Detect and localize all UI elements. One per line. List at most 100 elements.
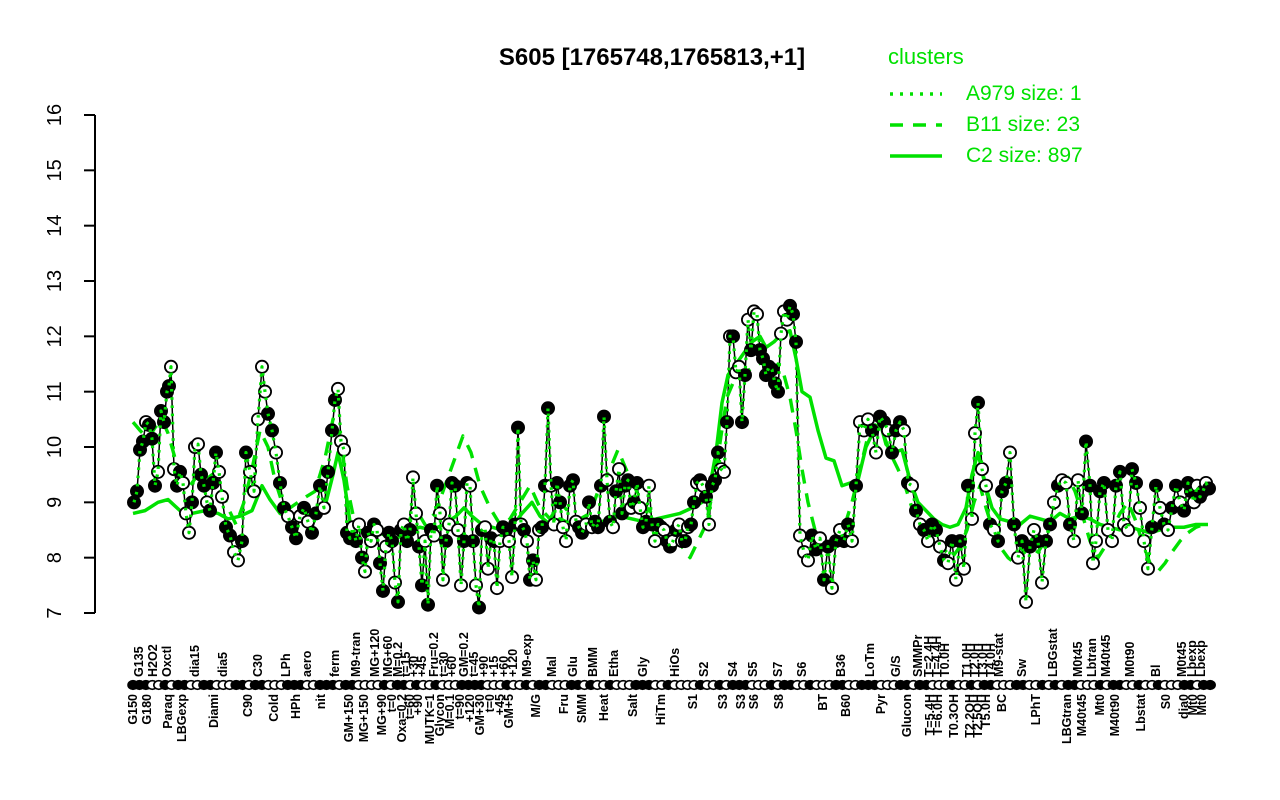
x-condition-label-top: aero	[300, 650, 314, 677]
data-point-filled	[597, 409, 612, 424]
x-condition-label-top: S2	[697, 662, 711, 677]
x-condition-label-top: Bl	[1149, 665, 1163, 678]
x-condition-label-bottom: Paraq	[161, 694, 175, 729]
data-point-open	[1137, 534, 1152, 549]
data-point-filled	[1202, 481, 1217, 496]
x-condition-label-top: M9-tran	[349, 632, 363, 677]
x-condition-label-top: MG+60	[381, 636, 395, 677]
data-point-filled	[1007, 517, 1022, 532]
data-point-filled	[929, 523, 944, 538]
data-point-open	[750, 307, 765, 322]
x-condition-label-top: t=45	[467, 652, 481, 677]
x-condition-label-top: Sw	[1015, 659, 1029, 677]
data-point-open	[905, 478, 920, 493]
data-point-open	[1067, 534, 1082, 549]
y-tick-label: 8	[44, 552, 66, 563]
x-condition-label-bottom: Mt0	[1195, 694, 1209, 716]
data-point-open	[453, 578, 468, 593]
x-condition-label-top: T0.0H	[938, 643, 952, 677]
x-condition-label-top: G/S	[889, 655, 903, 677]
data-point-filled	[1109, 478, 1124, 493]
x-condition-label-top: S7	[771, 662, 785, 677]
x-condition-label-top: S5	[746, 662, 760, 677]
data-point-filled	[971, 395, 986, 410]
x-condition-label-bottom: S3	[734, 694, 748, 709]
x-condition-label-top: T4.0H	[984, 643, 998, 677]
data-point-filled	[320, 464, 335, 479]
x-condition-label-bottom: t=0	[385, 694, 399, 712]
x-condition-label-top: dia5	[216, 652, 230, 677]
x-condition-label-top: M9-stat	[992, 632, 1006, 677]
data-point-filled	[789, 334, 804, 349]
x-condition-label-bottom: Heat	[597, 693, 611, 721]
data-point-open	[214, 489, 229, 504]
data-point-open	[369, 523, 384, 538]
y-tick-label: 11	[44, 381, 66, 402]
data-point-open	[612, 462, 627, 477]
x-condition-label-top: M40t45	[1099, 635, 1113, 677]
x-condition-label-bottom: BT	[816, 694, 830, 711]
x-condition-label-top: +15	[487, 656, 501, 677]
data-point-open	[268, 445, 283, 460]
data-point-open	[230, 553, 245, 568]
data-point-filled	[129, 484, 144, 499]
legend-entry-b11: B11 size: 23	[888, 109, 1083, 140]
data-point-filled	[234, 534, 249, 549]
data-point-filled	[1075, 506, 1090, 521]
x-condition-label-bottom: HPh	[289, 694, 303, 719]
cluster-line-a979-dotted	[132, 304, 1211, 610]
x-condition-label-bottom: dia0	[1177, 694, 1191, 719]
x-condition-label-bottom: GM+150	[342, 694, 356, 742]
y-tick-label: 14	[44, 215, 66, 237]
x-condition-label-top: G135	[132, 646, 146, 677]
x-condition-label-top: ferm	[328, 650, 342, 677]
x-condition-label-bottom: MUTK=1	[423, 694, 437, 744]
x-condition-label-top: dia15	[188, 645, 202, 677]
x-condition-label-bottom: S8	[772, 694, 786, 709]
y-tick-label: 12	[44, 325, 66, 347]
x-condition-label-bottom: MG+90	[375, 694, 389, 735]
plot-title: S605 [1765748,1765813,+1]	[498, 44, 806, 71]
x-condition-label-bottom: BC	[995, 694, 1009, 712]
data-point-open	[642, 478, 657, 493]
x-condition-label-bottom: Pyr	[874, 694, 888, 714]
x-condition-label-top: +90	[477, 656, 491, 677]
x-condition-label-bottom: +120	[463, 694, 477, 722]
data-point-filled	[288, 531, 303, 546]
data-point-open	[336, 442, 351, 457]
data-point-filled	[687, 495, 702, 510]
x-condition-label-top: +45	[415, 656, 429, 677]
data-point-filled	[735, 415, 750, 430]
data-point-filled	[1177, 503, 1192, 518]
x-condition-label-bottom: Oxa=0.2	[395, 694, 409, 742]
x-condition-label-bottom: GM+30	[473, 694, 487, 735]
x-condition-label-top: H2O2	[146, 644, 160, 677]
data-point-open	[1035, 575, 1050, 590]
data-point-filled	[720, 415, 735, 430]
x-condition-label-top: Etha	[607, 649, 621, 677]
x-condition-label-top: M0t45	[1175, 642, 1189, 677]
x-condition-label-top: S4	[726, 662, 740, 677]
x-condition-label-top: M0t90	[1123, 642, 1137, 677]
x-condition-label-bottom: T=6.0H	[931, 694, 945, 735]
data-point-filled	[202, 503, 217, 518]
legend-title: clusters	[888, 44, 964, 69]
y-tick-label: 13	[44, 270, 66, 292]
x-condition-label-top: Oxctl	[160, 646, 174, 677]
x-condition-label-top: LoTm	[863, 643, 877, 677]
data-point-open	[897, 423, 912, 438]
y-tick-label: 10	[44, 436, 66, 458]
x-condition-label-bottom: B60	[839, 694, 853, 717]
data-point-filled	[1145, 520, 1160, 535]
data-point-open	[1089, 534, 1104, 549]
x-condition-label-top: LPh	[279, 653, 293, 677]
x-condition-label-top: Glu	[566, 656, 580, 677]
x-condition-label-top: Mal	[545, 656, 559, 677]
x-condition-label-top: Lbexp	[1194, 640, 1208, 677]
x-condition-label-top: T1.0H	[960, 643, 974, 677]
data-point-filled	[771, 384, 786, 399]
data-point-filled	[1039, 534, 1054, 549]
y-tick-label: 9	[44, 497, 66, 508]
x-condition-label-bottom: G150	[126, 694, 140, 725]
